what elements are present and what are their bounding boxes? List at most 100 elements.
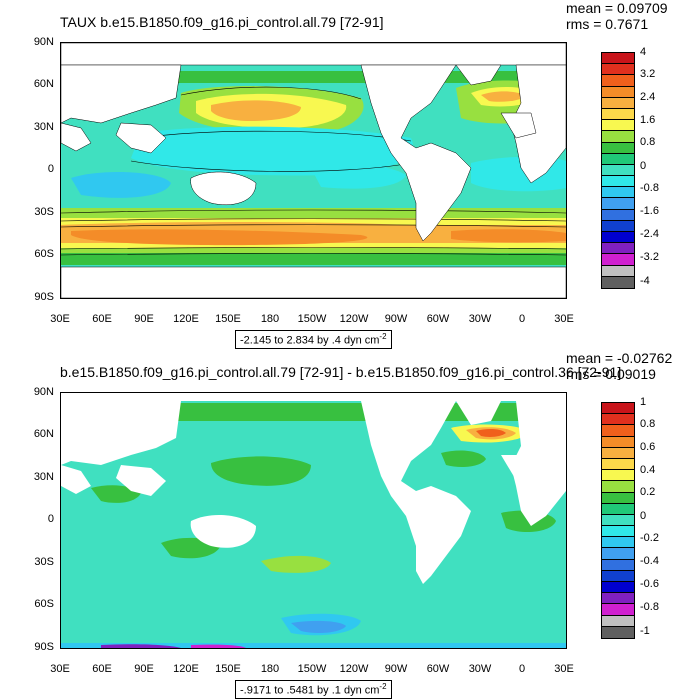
contour-range: -2.145 to 2.834 by .4 dyn cm xyxy=(240,334,380,347)
lon-label: 120W xyxy=(339,313,369,325)
colorbar-label: -2.4 xyxy=(640,228,659,240)
lon-label: 60W xyxy=(426,313,450,325)
lon-label: 30E xyxy=(50,663,70,675)
lon-label: 30E xyxy=(554,313,574,325)
colorbar-swatch xyxy=(602,604,634,616)
colorbar-swatch xyxy=(602,176,634,188)
lon-label: 90E xyxy=(134,663,154,675)
colorbar-swatch xyxy=(602,75,634,87)
mean-value: mean = 0.09709 xyxy=(566,0,668,16)
lat-label: 0 xyxy=(47,513,54,525)
contour-range: -.9171 to .5481 by .1 dyn cm xyxy=(240,684,380,697)
colorbar-label: 1.6 xyxy=(640,114,656,126)
map-field xyxy=(61,43,566,298)
colorbar-swatch xyxy=(602,120,634,132)
colorbar-swatch xyxy=(602,470,634,482)
lon-label: 30W xyxy=(468,313,492,325)
lat-label: 90S xyxy=(34,641,54,653)
colorbar-label: 0.2 xyxy=(640,486,656,498)
colorbar-swatch xyxy=(602,209,634,221)
colorbar-swatch xyxy=(602,254,634,266)
map-plot xyxy=(60,392,567,649)
colorbar-label: -0.4 xyxy=(640,555,659,567)
colorbar-label: 0.8 xyxy=(640,136,656,148)
colorbar-label: 0.8 xyxy=(640,418,656,430)
colorbar-swatch xyxy=(602,153,634,165)
colorbar-label: -3.2 xyxy=(640,251,659,263)
lon-label: 90W xyxy=(384,663,408,675)
lon-label: 90W xyxy=(384,313,408,325)
lon-label: 30W xyxy=(468,663,492,675)
colorbar-swatch xyxy=(602,164,634,177)
lon-label: 90E xyxy=(134,313,154,325)
colorbar-swatch xyxy=(602,142,634,154)
lon-label: 150W xyxy=(297,663,327,675)
colorbar-swatch xyxy=(602,187,634,199)
rms-value: rms = 0.7671 xyxy=(566,16,649,32)
colorbar-label: 0 xyxy=(640,510,647,522)
colorbar-swatch xyxy=(602,276,634,288)
colorbar-label: 2.4 xyxy=(640,91,656,103)
unit-exponent: -2 xyxy=(379,682,387,691)
contour-range-box: -2.145 to 2.834 by .4 dyn cm-2 xyxy=(235,330,392,349)
colorbar-swatch xyxy=(602,403,634,415)
colorbar-swatch xyxy=(602,481,634,493)
lat-label: 60S xyxy=(34,598,54,610)
lat-label: 90N xyxy=(33,386,54,398)
colorbar-swatch xyxy=(602,64,634,76)
colorbar-label: 0 xyxy=(640,160,647,172)
colorbar-label: -0.8 xyxy=(640,182,659,194)
lon-label: 150E xyxy=(215,313,241,325)
lat-label: 60N xyxy=(33,428,54,440)
colorbar-swatch xyxy=(602,526,634,538)
colorbar xyxy=(601,52,635,289)
colorbar-swatch xyxy=(602,425,634,437)
unit-exponent: -2 xyxy=(379,332,387,341)
panel-difference: b.e15.B1850.f09_g16.pi_control.all.79 [7… xyxy=(0,350,700,700)
colorbar-swatch xyxy=(602,131,634,143)
mean-value: mean = -0.02762 xyxy=(566,350,673,366)
lon-label: 60W xyxy=(426,663,450,675)
lat-label: 0 xyxy=(47,163,54,175)
colorbar-swatch xyxy=(602,615,634,627)
colorbar-swatch xyxy=(602,97,634,109)
colorbar-swatch xyxy=(602,447,634,459)
colorbar xyxy=(601,402,635,639)
colorbar-label: -0.2 xyxy=(640,532,659,544)
colorbar-label: 1 xyxy=(640,396,647,408)
lon-label: 120E xyxy=(173,313,199,325)
colorbar-label: 0.4 xyxy=(640,464,656,476)
lon-label: 180 xyxy=(260,313,280,325)
lon-label: 120W xyxy=(339,663,369,675)
colorbar-swatch xyxy=(602,265,634,277)
lon-label: 180 xyxy=(260,663,280,675)
lat-label: 30N xyxy=(33,471,54,483)
lon-label: 30E xyxy=(554,663,574,675)
colorbar-swatch xyxy=(602,436,634,448)
colorbar-swatch xyxy=(602,243,634,255)
land xyxy=(61,43,566,298)
lon-label: 0 xyxy=(518,663,526,675)
lat-label: 30N xyxy=(33,121,54,133)
rms-value: rms = 0.09019 xyxy=(566,366,656,382)
colorbar-swatch xyxy=(602,108,634,121)
lon-label: 60E xyxy=(92,663,112,675)
colorbar-swatch xyxy=(602,626,634,638)
land xyxy=(61,393,566,584)
lat-label: 90S xyxy=(34,291,54,303)
lat-label: 60S xyxy=(34,248,54,260)
colorbar-swatch xyxy=(602,414,634,426)
colorbar-swatch xyxy=(602,582,634,594)
colorbar-swatch xyxy=(602,198,634,210)
colorbar-swatch xyxy=(602,492,634,504)
panel-title: TAUX b.e15.B1850.f09_g16.pi_control.all.… xyxy=(60,14,384,30)
colorbar-swatch xyxy=(602,514,634,527)
lat-label: 60N xyxy=(33,78,54,90)
lon-label: 150W xyxy=(297,313,327,325)
lon-label: 0 xyxy=(518,313,526,325)
contour-range-box: -.9171 to .5481 by .1 dyn cm-2 xyxy=(235,680,392,699)
lat-label: 30S xyxy=(34,556,54,568)
lat-label: 90N xyxy=(33,36,54,48)
colorbar-label: 3.2 xyxy=(640,68,656,80)
colorbar-swatch xyxy=(602,86,634,98)
